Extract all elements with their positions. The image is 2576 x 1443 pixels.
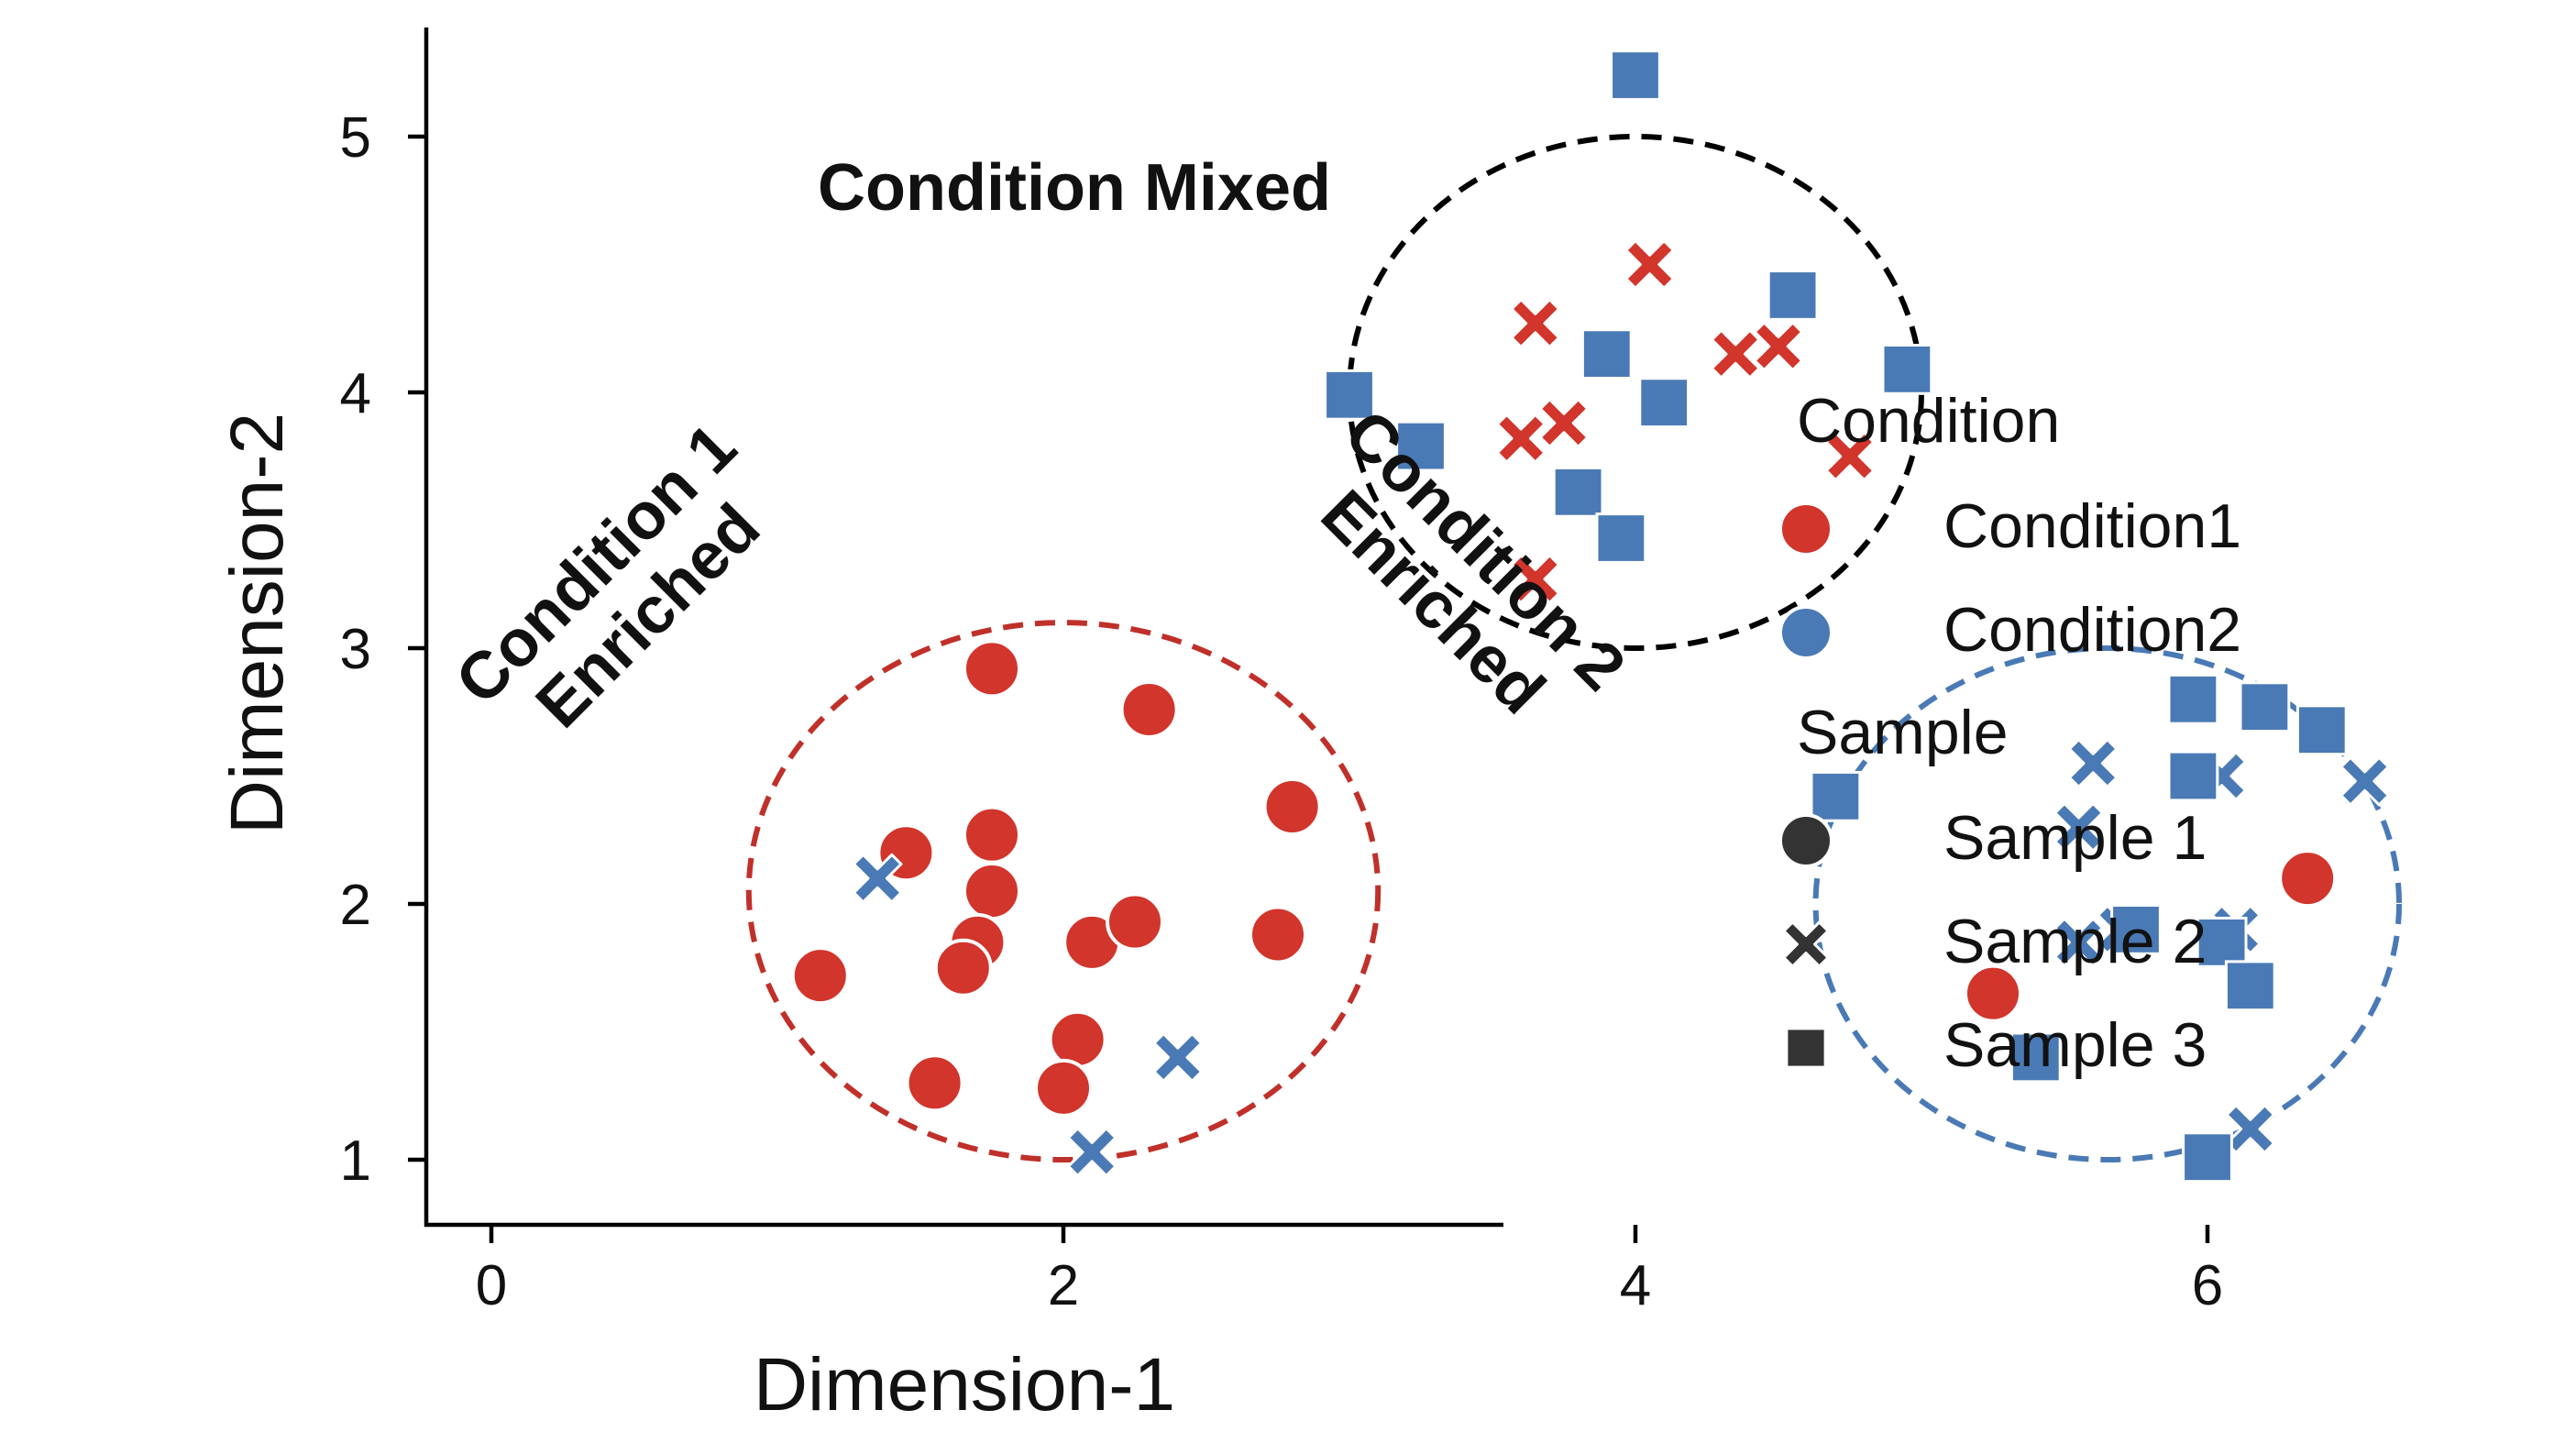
ellipse-condition1-enriched bbox=[745, 620, 1382, 1162]
point-condition2-sample3 bbox=[1810, 770, 1862, 822]
point-condition1-sample1 bbox=[963, 805, 1021, 865]
legend-title-condition: Condition bbox=[1797, 386, 2060, 456]
point-condition1-sample2 bbox=[1495, 413, 1547, 464]
legend-symbol-condition1 bbox=[1778, 501, 1833, 556]
point-condition2-sample3 bbox=[2110, 904, 2162, 955]
legend-item-sample1: Sample 1 bbox=[1778, 803, 2207, 873]
x-tick-label: 4 bbox=[1620, 1254, 1651, 1317]
point-condition2-sample3 bbox=[2167, 750, 2219, 802]
point-condition1-sample1 bbox=[1034, 1058, 1093, 1118]
point-condition1-sample2 bbox=[1753, 321, 1804, 372]
point-condition2-sample2 bbox=[852, 853, 903, 904]
point-condition1-sample2 bbox=[1624, 239, 1675, 290]
legend-symbol-sample3 bbox=[1785, 1027, 1827, 1069]
point-condition2-sample3 bbox=[2196, 916, 2248, 968]
point-condition1-sample1 bbox=[1106, 892, 1164, 952]
legend-label-condition1: Condition1 bbox=[1943, 491, 2241, 561]
axis-ticks: 0 2 4 6 1 2 3 4 5 bbox=[340, 106, 2224, 1317]
point-condition1-sample2 bbox=[1824, 431, 1876, 482]
y-tick-label: 5 bbox=[340, 106, 371, 170]
y-tick-label: 3 bbox=[340, 618, 371, 681]
point-condition2-sample3 bbox=[2295, 704, 2348, 756]
point-condition1-sample2 bbox=[1510, 554, 1561, 604]
legend-label-condition2: Condition2 bbox=[1943, 595, 2241, 665]
legend-item-sample3: Sample 3 bbox=[1785, 1010, 2207, 1080]
point-condition2-sample3 bbox=[2239, 681, 2291, 733]
point-condition2-sample3 bbox=[2167, 673, 2219, 725]
point-condition2-sample3 bbox=[1595, 512, 1647, 564]
point-condition2-sample2 bbox=[1152, 1032, 1204, 1083]
x-tick-label: 0 bbox=[476, 1254, 507, 1317]
point-condition2-sample3 bbox=[2009, 1031, 2062, 1084]
point-condition2-sample2 bbox=[2053, 802, 2104, 853]
point-condition2-sample3 bbox=[1881, 343, 1933, 395]
legend-symbol-sample2 bbox=[1782, 920, 1830, 968]
legend-label-sample2: Sample 2 bbox=[1943, 907, 2207, 976]
legend-label-sample1: Sample 1 bbox=[1943, 803, 2207, 873]
point-condition1-sample1 bbox=[963, 862, 1021, 921]
point-condition2-sample3 bbox=[1610, 50, 1661, 101]
point-condition2-sample3 bbox=[1395, 420, 1447, 472]
point-condition1-sample2 bbox=[1538, 398, 1590, 448]
point-condition1-sample1 bbox=[905, 1053, 964, 1113]
legend-item-condition2: Condition2 bbox=[1778, 595, 2241, 665]
legend-title-sample: Sample bbox=[1797, 698, 2009, 767]
point-condition2-sample2 bbox=[2339, 755, 2390, 807]
legend-symbol-sample1 bbox=[1778, 813, 1833, 868]
y-tick-label: 4 bbox=[340, 362, 371, 425]
legend-item-sample2: Sample 2 bbox=[1782, 907, 2207, 976]
legend-marker-condition2 bbox=[1778, 605, 1833, 660]
point-condition2-sample2 bbox=[2053, 917, 2104, 968]
point-condition1-sample1 bbox=[790, 946, 850, 1006]
annotation-condition-mixed: Condition Mixed bbox=[818, 151, 1331, 225]
legend-marker-sample3-square bbox=[1785, 1027, 1827, 1069]
legend-marker-condition1 bbox=[1778, 501, 1833, 556]
point-condition2-sample3 bbox=[1638, 377, 1690, 429]
x-axis-title: Dimension-1 bbox=[754, 1343, 1175, 1426]
point-condition1-sample2 bbox=[1510, 298, 1561, 348]
point-condition1-sample2 bbox=[1710, 328, 1761, 380]
point-condition1-sample1 bbox=[1119, 679, 1179, 739]
point-condition2-sample3 bbox=[1767, 270, 1819, 321]
point-condition2-sample3 bbox=[1324, 369, 1375, 421]
point-condition1-sample1 bbox=[933, 938, 993, 997]
legend-marker-sample2-cross bbox=[1782, 920, 1830, 968]
x-tick-label: 6 bbox=[2192, 1254, 2223, 1317]
y-axis-title: Dimension-2 bbox=[215, 413, 299, 834]
point-condition2-sample2 bbox=[2225, 1104, 2276, 1154]
legend: Condition Condition1 Condition2 Sample S… bbox=[1778, 386, 2241, 1080]
legend-item-condition1: Condition1 bbox=[1778, 491, 2241, 561]
annotation-condition1-enriched: Condition 1 Enriched bbox=[442, 410, 774, 742]
y-tick-label: 1 bbox=[340, 1129, 371, 1193]
point-condition2-sample3 bbox=[1552, 466, 1604, 518]
point-condition1-sample1 bbox=[1964, 964, 2022, 1023]
point-condition1-sample1 bbox=[963, 639, 1021, 699]
legend-symbol-condition2 bbox=[1778, 605, 1833, 660]
point-condition2-sample3 bbox=[2224, 960, 2276, 1012]
point-condition1-sample1 bbox=[1262, 777, 1322, 836]
y-tick-label: 2 bbox=[340, 874, 371, 937]
point-condition2-sample2 bbox=[1066, 1127, 1117, 1177]
point-condition2-sample3 bbox=[1580, 328, 1633, 380]
point-condition2-sample3 bbox=[2182, 1131, 2233, 1184]
ellipse-condition2-enriched bbox=[1812, 645, 2403, 1162]
x-tick-label: 2 bbox=[1048, 1254, 1079, 1317]
legend-label-sample3: Sample 3 bbox=[1943, 1010, 2207, 1080]
point-condition1-sample1 bbox=[2278, 849, 2338, 909]
point-condition2-sample2 bbox=[2067, 738, 2119, 788]
legend-marker-sample1-circle bbox=[1778, 813, 1833, 868]
annotation-condition2-enriched: Condition 2 Enriched bbox=[1307, 396, 1639, 728]
point-condition1-sample1 bbox=[1048, 1009, 1107, 1069]
plot-area bbox=[745, 50, 2403, 1184]
point-condition1-sample1 bbox=[1249, 905, 1307, 964]
